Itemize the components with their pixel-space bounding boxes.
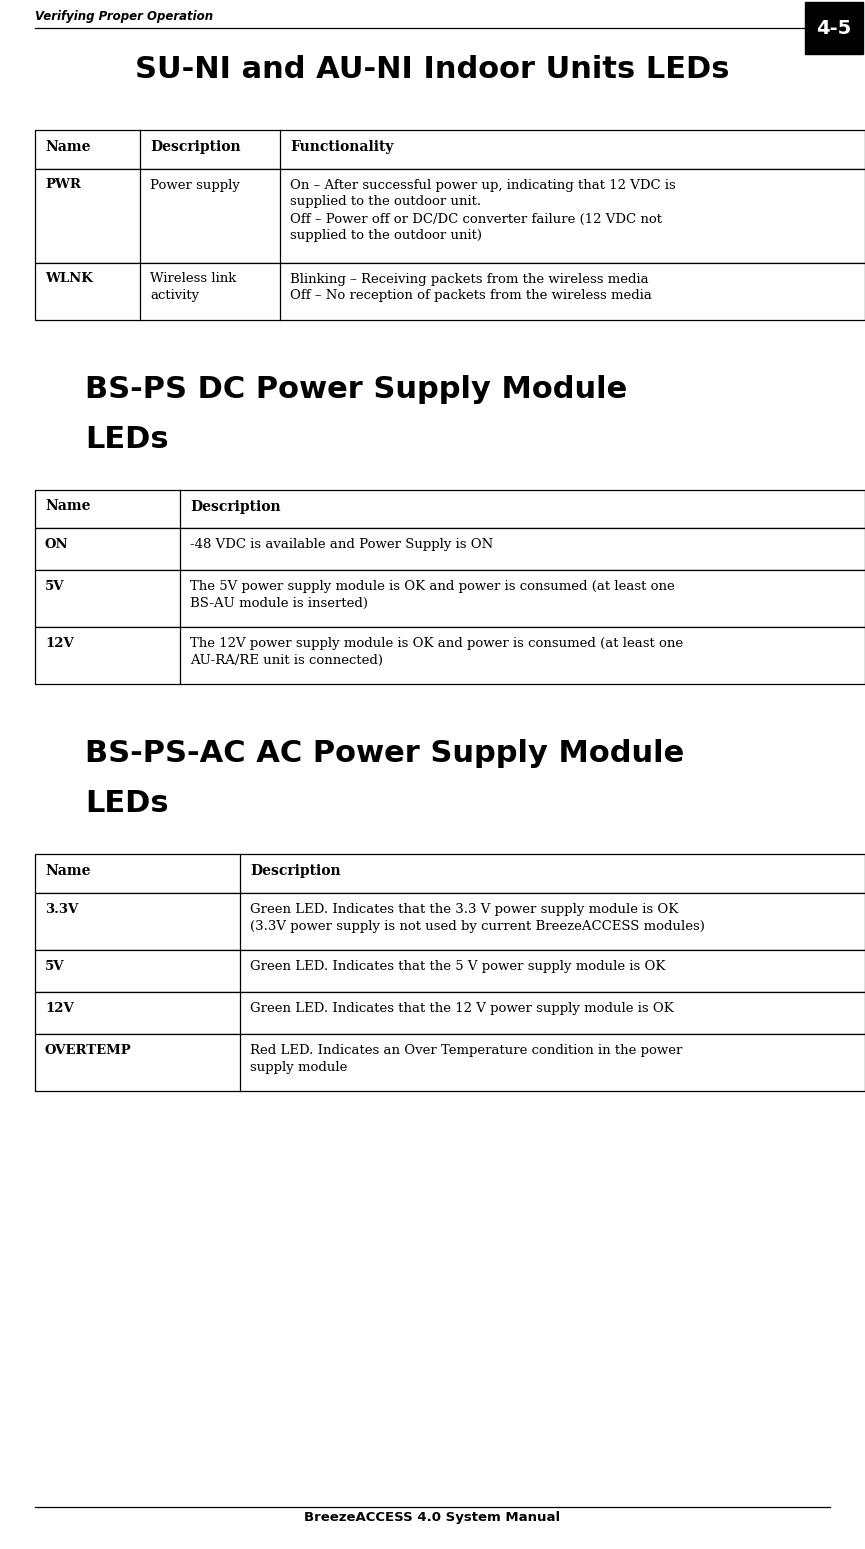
Text: 5V: 5V <box>45 959 65 973</box>
Text: 12V: 12V <box>45 637 74 651</box>
Text: Description: Description <box>150 139 240 153</box>
Text: PWR: PWR <box>45 178 80 192</box>
Text: BreezeACCESS 4.0 System Manual: BreezeACCESS 4.0 System Manual <box>304 1510 561 1524</box>
Text: The 5V power supply module is OK and power is consumed (at least one
BS-AU modul: The 5V power supply module is OK and pow… <box>190 579 675 610</box>
Bar <box>35 627 865 685</box>
Bar <box>35 262 865 319</box>
Text: 3.3V: 3.3V <box>45 903 78 915</box>
Bar <box>35 528 865 570</box>
Bar <box>35 892 865 950</box>
Text: BS-PS-AC AC Power Supply Module: BS-PS-AC AC Power Supply Module <box>85 739 684 768</box>
Bar <box>35 570 865 627</box>
Bar <box>35 991 865 1033</box>
Text: SU-NI and AU-NI Indoor Units LEDs: SU-NI and AU-NI Indoor Units LEDs <box>135 56 730 84</box>
Text: LEDs: LEDs <box>85 424 169 454</box>
Text: On – After successful power up, indicating that 12 VDC is
supplied to the outdoo: On – After successful power up, indicati… <box>290 178 676 243</box>
Text: 4-5: 4-5 <box>817 19 852 37</box>
Text: Name: Name <box>45 864 91 878</box>
Text: Wireless link
activity: Wireless link activity <box>150 273 236 302</box>
Bar <box>35 169 865 262</box>
Text: WLNK: WLNK <box>45 273 93 285</box>
Text: Blinking – Receiving packets from the wireless media
Off – No reception of packe: Blinking – Receiving packets from the wi… <box>290 273 652 302</box>
Bar <box>35 130 865 169</box>
Text: Description: Description <box>250 864 341 878</box>
Text: Name: Name <box>45 139 91 153</box>
Text: Green LED. Indicates that the 5 V power supply module is OK: Green LED. Indicates that the 5 V power … <box>250 959 665 973</box>
Text: OVERTEMP: OVERTEMP <box>45 1044 131 1056</box>
Text: The 12V power supply module is OK and power is consumed (at least one
AU-RA/RE u: The 12V power supply module is OK and po… <box>190 637 683 668</box>
Bar <box>35 489 865 528</box>
Bar <box>35 1033 865 1090</box>
Text: Power supply: Power supply <box>150 178 240 192</box>
Text: 12V: 12V <box>45 1002 74 1015</box>
Text: LEDs: LEDs <box>85 788 169 818</box>
Bar <box>805 2 863 54</box>
Text: Name: Name <box>45 499 91 514</box>
Text: Verifying Proper Operation: Verifying Proper Operation <box>35 9 213 23</box>
Text: -48 VDC is available and Power Supply is ON: -48 VDC is available and Power Supply is… <box>190 538 493 551</box>
Text: Red LED. Indicates an Over Temperature condition in the power
supply module: Red LED. Indicates an Over Temperature c… <box>250 1044 682 1073</box>
Text: 5V: 5V <box>45 579 65 593</box>
Bar <box>35 853 865 892</box>
Text: ON: ON <box>45 538 68 551</box>
Bar <box>35 950 865 991</box>
Text: Description: Description <box>190 499 280 514</box>
Text: Green LED. Indicates that the 3.3 V power supply module is OK
(3.3V power supply: Green LED. Indicates that the 3.3 V powe… <box>250 903 705 932</box>
Text: BS-PS DC Power Supply Module: BS-PS DC Power Supply Module <box>85 375 627 403</box>
Text: Functionality: Functionality <box>290 139 394 153</box>
Text: Green LED. Indicates that the 12 V power supply module is OK: Green LED. Indicates that the 12 V power… <box>250 1002 674 1015</box>
